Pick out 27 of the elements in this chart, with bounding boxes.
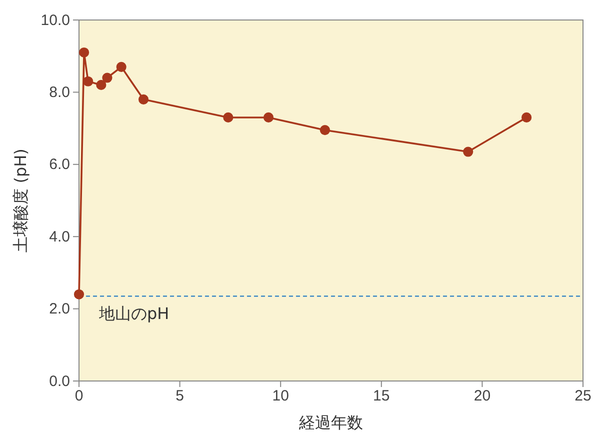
x-tick-label: 15: [373, 388, 390, 405]
x-tick-label: 25: [574, 388, 592, 405]
y-tick-label: 4.0: [49, 228, 70, 246]
x-tick-label: 0: [74, 388, 84, 405]
x-tick-label: 20: [474, 388, 491, 405]
point: [74, 289, 84, 300]
point: [263, 112, 274, 123]
point: [96, 80, 106, 90]
ref-line-label: 地山のpH: [98, 304, 170, 324]
y-tick-label: 6.0: [49, 156, 70, 174]
point: [78, 47, 90, 58]
y-axis-title: 土壌酸度 (pH): [11, 148, 30, 252]
y-tick-label: 8.0: [49, 84, 70, 101]
x-tick-label: 5: [176, 388, 184, 405]
y-tick-label: 10.0: [40, 12, 70, 29]
point: [138, 94, 149, 104]
point: [102, 72, 112, 83]
point: [223, 112, 234, 123]
x-tick-label: 10: [272, 388, 289, 405]
point: [83, 76, 94, 86]
point: [522, 112, 532, 123]
point: [320, 125, 330, 136]
y-tick-label: 0.0: [49, 372, 70, 390]
y-tick-label: 2.0: [49, 300, 70, 318]
point: [463, 146, 474, 157]
point: [116, 62, 126, 72]
x-axis-title: 経過年数: [298, 413, 363, 432]
